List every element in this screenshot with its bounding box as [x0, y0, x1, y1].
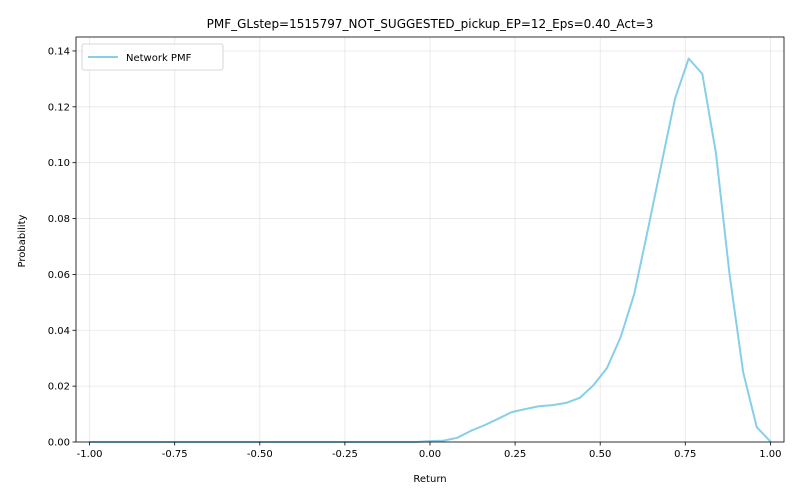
legend-box [81, 43, 224, 71]
y-tick-label: 0.12 [48, 102, 70, 113]
legend: Network PMF [81, 43, 224, 71]
y-tick-label: 0.08 [48, 214, 70, 225]
y-tick-label: 0.06 [48, 270, 70, 281]
x-tick-label: 0.50 [589, 449, 611, 460]
grid [76, 37, 784, 443]
ticks: -1.00 -0.75 -0.50 -0.25 0.00 0.25 0.50 0.75 1.00… [48, 46, 782, 460]
x-tick-label: 0.00 [419, 449, 441, 460]
legend-label-network-pmf: Network PMF [126, 53, 192, 64]
x-axis-label: Return [413, 474, 446, 485]
x-tick-label: -1.00 [77, 449, 103, 460]
x-tick-label: -0.25 [332, 449, 358, 460]
y-tick-label: 0.02 [48, 382, 70, 393]
y-axis-label: Probability [17, 214, 28, 267]
y-tick-label: 0.10 [48, 158, 70, 169]
x-tick-label: 0.75 [674, 449, 696, 460]
x-tick-label: -0.50 [247, 449, 273, 460]
x-tick-label: 1.00 [759, 449, 781, 460]
y-tick-label: 0.14 [48, 46, 70, 57]
y-tick-label: 0.00 [48, 438, 70, 449]
x-tick-label: 0.25 [504, 449, 526, 460]
y-tick-label: 0.04 [48, 326, 70, 337]
chart-title: PMF_GLstep=1515797_NOT_SUGGESTED_pickup_… [207, 17, 654, 31]
x-tick-label: -0.75 [162, 449, 188, 460]
